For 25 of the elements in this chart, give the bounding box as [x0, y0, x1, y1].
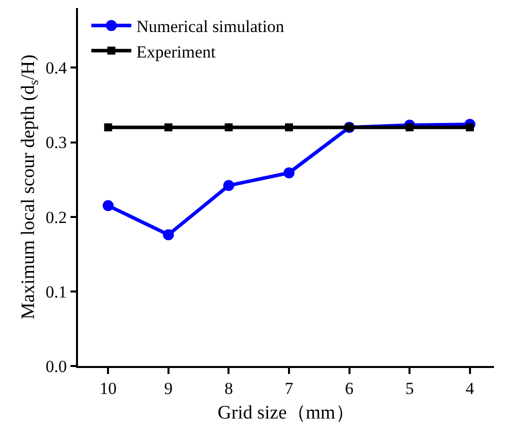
- y-tick-label: 0.4: [46, 58, 68, 78]
- x-tick-label: 7: [284, 379, 294, 398]
- point: [102, 200, 114, 212]
- point: [224, 123, 233, 132]
- x-tick-label: 9: [164, 379, 173, 398]
- legend-label: Numerical simulation: [136, 17, 285, 36]
- point: [285, 123, 294, 132]
- x-tick-label: 6: [345, 379, 354, 398]
- y-tick-label: 0.0: [46, 356, 67, 376]
- x-axis-title: Grid size（mm）: [218, 402, 354, 424]
- point: [466, 123, 474, 132]
- x-tick-label: 5: [405, 379, 414, 398]
- x-tick-label: 8: [224, 379, 233, 398]
- x-tick-label: 10: [100, 379, 117, 398]
- legend-label: Experiment: [136, 42, 216, 62]
- y-tick-label: 0.2: [46, 208, 67, 227]
- point: [164, 123, 172, 132]
- point: [223, 180, 234, 192]
- y-tick-label: 0.3: [46, 133, 67, 152]
- y-tick-label: 0.1: [46, 282, 67, 302]
- point: [284, 167, 295, 178]
- x-tick-label: 4: [466, 379, 475, 398]
- point: [406, 123, 414, 132]
- point: [104, 123, 112, 132]
- point: [162, 229, 174, 240]
